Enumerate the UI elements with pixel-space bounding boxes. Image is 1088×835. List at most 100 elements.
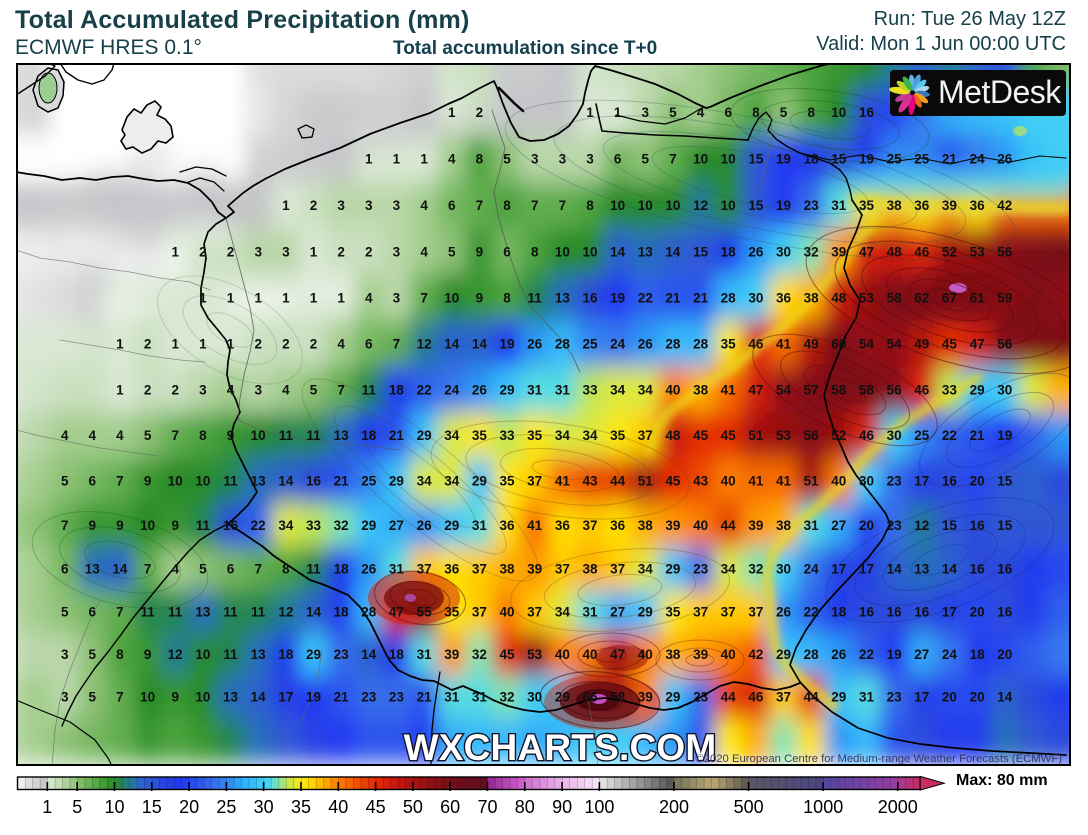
svg-text:24: 24 (942, 647, 958, 662)
svg-text:14: 14 (472, 337, 488, 352)
svg-text:13: 13 (223, 690, 239, 705)
svg-text:9: 9 (227, 428, 235, 443)
svg-text:52: 52 (831, 428, 846, 443)
svg-text:35: 35 (499, 474, 515, 489)
svg-text:46: 46 (914, 245, 930, 260)
svg-text:29: 29 (970, 383, 985, 398)
svg-text:8: 8 (586, 198, 594, 213)
svg-text:11: 11 (306, 562, 321, 577)
svg-text:33: 33 (499, 428, 515, 443)
svg-text:45: 45 (499, 647, 515, 662)
svg-text:2: 2 (365, 245, 373, 260)
svg-text:29: 29 (831, 690, 846, 705)
svg-text:6: 6 (503, 245, 511, 260)
svg-text:23: 23 (693, 690, 709, 705)
svg-text:57: 57 (804, 383, 819, 398)
svg-text:18: 18 (278, 647, 294, 662)
svg-text:©2020 European Centre for Medi: ©2020 European Centre for Medium-range W… (695, 753, 1062, 765)
svg-text:2: 2 (254, 337, 262, 352)
svg-text:54: 54 (776, 383, 792, 398)
svg-text:41: 41 (721, 383, 737, 398)
svg-text:22: 22 (638, 291, 653, 306)
svg-text:34: 34 (555, 605, 571, 620)
svg-text:200: 200 (659, 797, 689, 817)
svg-text:7: 7 (420, 291, 428, 306)
svg-text:41: 41 (555, 474, 571, 489)
svg-text:23: 23 (887, 690, 903, 705)
svg-text:36: 36 (776, 291, 792, 306)
svg-text:9: 9 (476, 291, 484, 306)
svg-text:31: 31 (389, 562, 405, 577)
svg-text:13: 13 (334, 428, 350, 443)
svg-text:32: 32 (804, 245, 819, 260)
svg-text:13: 13 (251, 474, 267, 489)
svg-text:4: 4 (282, 383, 290, 398)
svg-text:10: 10 (721, 152, 736, 167)
svg-text:8: 8 (752, 105, 760, 120)
svg-text:29: 29 (638, 605, 653, 620)
svg-text:1: 1 (365, 152, 373, 167)
svg-text:45: 45 (665, 474, 681, 489)
svg-text:13: 13 (85, 562, 101, 577)
svg-text:59: 59 (997, 291, 1012, 306)
svg-text:100: 100 (584, 797, 614, 817)
svg-text:6: 6 (448, 198, 456, 213)
svg-text:6: 6 (614, 152, 622, 167)
svg-text:14: 14 (887, 562, 903, 577)
svg-text:33: 33 (582, 383, 598, 398)
svg-text:18: 18 (361, 428, 377, 443)
svg-text:26: 26 (776, 605, 792, 620)
svg-text:5: 5 (144, 428, 152, 443)
svg-text:6: 6 (61, 562, 69, 577)
svg-text:19: 19 (306, 690, 321, 705)
svg-text:1: 1 (227, 337, 235, 352)
svg-text:1: 1 (171, 245, 179, 260)
svg-text:35: 35 (665, 605, 681, 620)
svg-text:53: 53 (776, 428, 792, 443)
svg-text:40: 40 (582, 647, 597, 662)
svg-text:1: 1 (337, 291, 345, 306)
svg-text:5: 5 (72, 797, 82, 817)
svg-text:12: 12 (168, 647, 183, 662)
svg-text:10: 10 (831, 105, 846, 120)
svg-text:40: 40 (499, 605, 514, 620)
svg-text:10: 10 (195, 474, 210, 489)
svg-text:10: 10 (610, 198, 625, 213)
svg-text:31: 31 (804, 518, 820, 533)
svg-text:16: 16 (859, 605, 875, 620)
svg-text:1: 1 (420, 152, 428, 167)
svg-text:47: 47 (859, 245, 874, 260)
svg-text:10: 10 (555, 245, 570, 260)
svg-text:37: 37 (638, 428, 653, 443)
svg-text:3: 3 (586, 152, 594, 167)
svg-text:16: 16 (942, 474, 958, 489)
svg-text:4: 4 (227, 383, 235, 398)
svg-text:30: 30 (776, 562, 791, 577)
svg-text:30: 30 (859, 474, 874, 489)
svg-text:33: 33 (306, 518, 322, 533)
svg-text:46: 46 (859, 428, 875, 443)
svg-text:5: 5 (448, 245, 456, 260)
svg-text:14: 14 (610, 245, 626, 260)
svg-text:36: 36 (444, 562, 460, 577)
svg-text:54: 54 (859, 337, 875, 352)
svg-text:40: 40 (328, 797, 348, 817)
svg-text:30: 30 (254, 797, 274, 817)
svg-text:19: 19 (499, 337, 514, 352)
svg-text:6: 6 (89, 474, 97, 489)
svg-text:29: 29 (389, 474, 404, 489)
svg-text:30: 30 (887, 428, 902, 443)
svg-text:3: 3 (61, 690, 69, 705)
svg-text:1: 1 (310, 245, 318, 260)
svg-text:21: 21 (334, 474, 350, 489)
svg-text:35: 35 (472, 428, 488, 443)
svg-text:39: 39 (831, 245, 846, 260)
svg-text:14: 14 (361, 647, 377, 662)
svg-text:18: 18 (334, 605, 350, 620)
svg-text:27: 27 (831, 518, 846, 533)
svg-text:7: 7 (171, 428, 179, 443)
svg-text:40: 40 (638, 647, 653, 662)
svg-text:37: 37 (693, 605, 708, 620)
svg-text:25: 25 (361, 474, 377, 489)
svg-text:34: 34 (444, 428, 460, 443)
